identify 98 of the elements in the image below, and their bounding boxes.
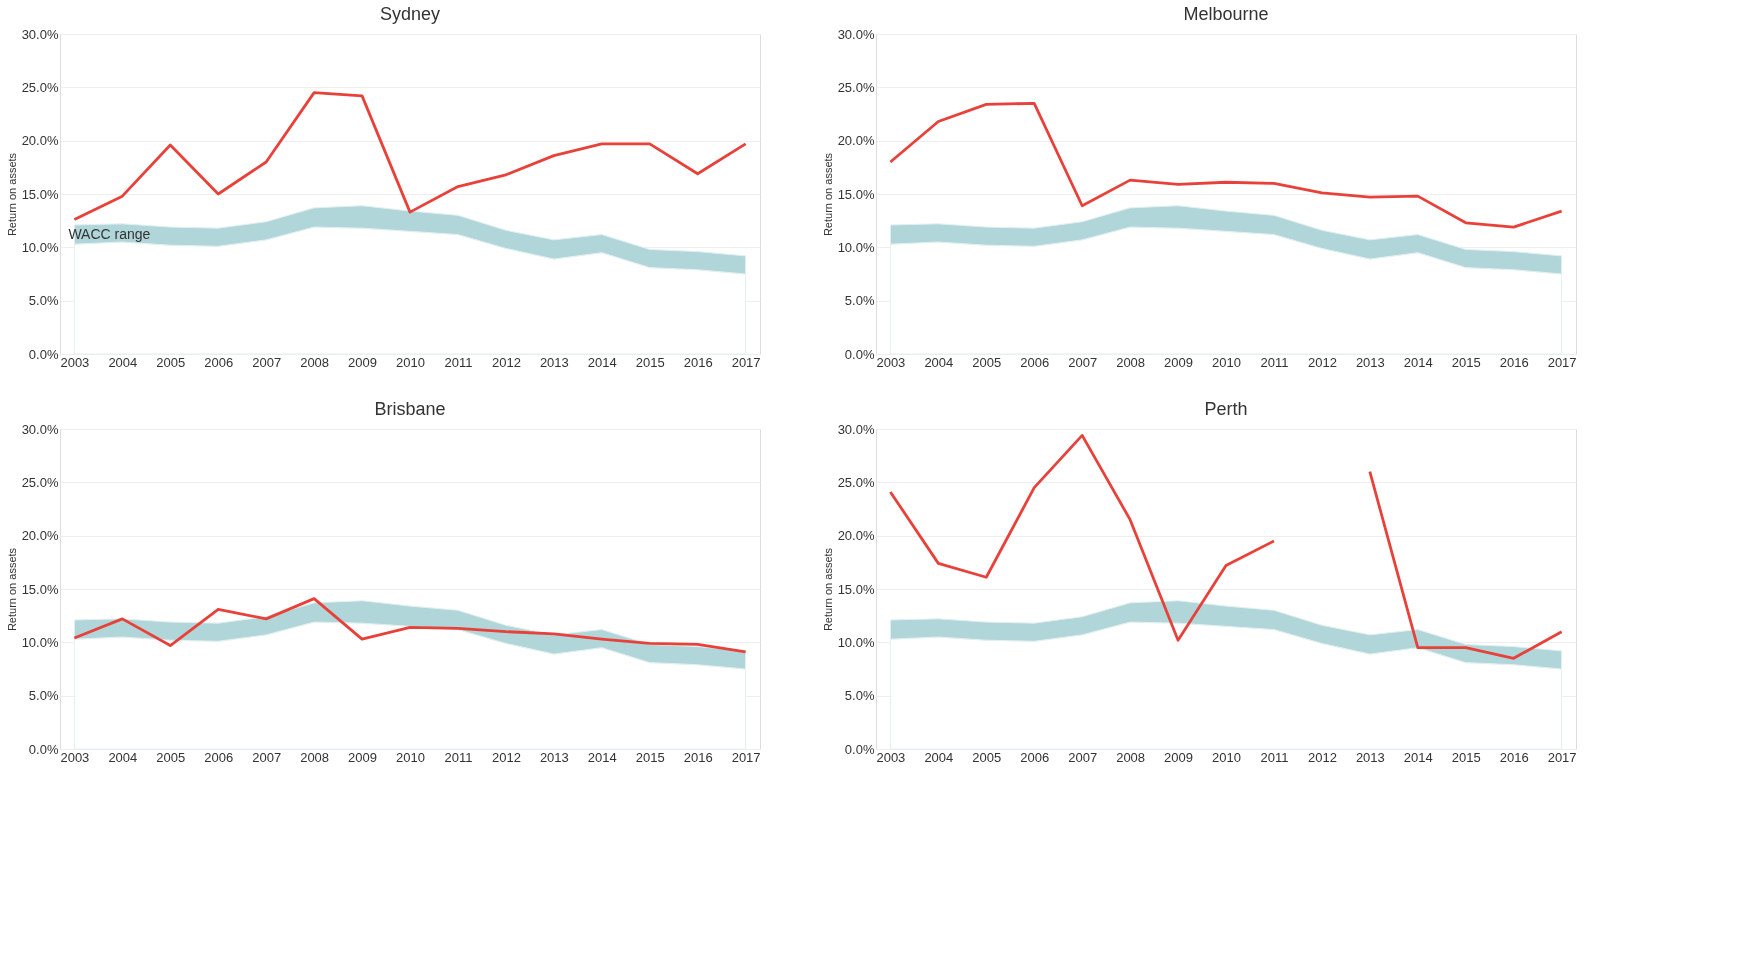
x-tick-label: 2004 (924, 749, 954, 765)
x-tick-label: 2014 (1403, 354, 1433, 370)
chart-title: Brisbane (374, 399, 446, 419)
line-series (888, 101, 1564, 229)
x-tick-label: 2013 (539, 749, 569, 765)
y-tick-label: 30.0% (837, 421, 875, 437)
x-tick-label: 2016 (1499, 354, 1529, 370)
x-tick-label: 2005 (156, 354, 186, 370)
x-tick-label: 2016 (683, 749, 713, 765)
x-tick-label: 2010 (396, 749, 425, 765)
y-tick-label: 0.0% (28, 346, 59, 362)
y-axis-title: Return on assets (5, 152, 18, 237)
x-tick-label: 2017 (731, 749, 761, 765)
x-tick-label: 2013 (1355, 354, 1385, 370)
y-tick-label: 10.0% (21, 239, 59, 255)
x-tick-label: 2008 (300, 354, 330, 370)
y-tick-label: 5.0% (844, 688, 875, 704)
x-tick-label: 2011 (444, 749, 473, 765)
x-tick-label: 2015 (1451, 749, 1481, 765)
x-tick-label: 2015 (635, 749, 665, 765)
x-tick-label: 2007 (252, 354, 282, 370)
y-axis-title: Return on assets (821, 547, 834, 632)
y-tick-label: 20.0% (21, 528, 59, 544)
x-tick-label: 2006 (204, 354, 234, 370)
x-tick-label: 2010 (1212, 749, 1241, 765)
x-tick-label: 2016 (683, 354, 713, 370)
x-tick-label: 2003 (876, 354, 906, 370)
x-tick-label: 2011 (1260, 749, 1289, 765)
y-tick-label: 0.0% (844, 346, 875, 362)
y-tick-label: 10.0% (837, 239, 875, 255)
y-axis-title: Return on assets (821, 152, 834, 237)
x-tick-label: 2011 (444, 354, 473, 370)
x-tick-label: 2015 (635, 354, 665, 370)
x-tick-label: 2012 (491, 354, 521, 370)
y-tick-label: 0.0% (28, 741, 59, 757)
x-tick-label: 2011 (1260, 354, 1289, 370)
line-series (72, 91, 748, 221)
chart-title: Perth (1204, 399, 1248, 419)
x-tick-label: 2009 (1164, 354, 1194, 370)
x-tick-label: 2014 (587, 749, 617, 765)
y-tick-label: 5.0% (28, 688, 59, 704)
y-tick-label: 15.0% (21, 581, 59, 597)
x-tick-label: 2014 (1403, 749, 1433, 765)
x-tick-label: 2005 (972, 749, 1002, 765)
x-tick-label: 2007 (252, 749, 282, 765)
x-tick-label: 2005 (156, 749, 186, 765)
x-tick-label: 2003 (60, 749, 90, 765)
x-tick-label: 2017 (1547, 354, 1577, 370)
x-tick-label: 2016 (1499, 749, 1529, 765)
x-tick-label: 2015 (1451, 354, 1481, 370)
y-tick-label: 25.0% (21, 474, 59, 490)
x-tick-label: 2003 (876, 749, 906, 765)
x-tick-label: 2013 (539, 354, 569, 370)
y-tick-label: 25.0% (837, 474, 875, 490)
x-tick-label: 2017 (1547, 749, 1577, 765)
y-tick-label: 0.0% (844, 741, 875, 757)
x-tick-label: 2013 (1355, 749, 1385, 765)
y-tick-label: 5.0% (28, 293, 59, 309)
x-tick-label: 2009 (348, 354, 378, 370)
y-tick-label: 20.0% (837, 528, 875, 544)
x-tick-label: 2012 (491, 749, 521, 765)
y-tick-label: 15.0% (837, 581, 875, 597)
x-tick-label: 2009 (1164, 749, 1194, 765)
x-tick-label: 2014 (587, 354, 617, 370)
y-tick-label: 25.0% (837, 79, 875, 95)
x-tick-label: 2006 (1020, 749, 1050, 765)
y-tick-label: 20.0% (21, 133, 59, 149)
x-tick-label: 2007 (1068, 354, 1098, 370)
x-tick-label: 2006 (1020, 354, 1050, 370)
x-tick-label: 2005 (972, 354, 1002, 370)
x-tick-label: 2008 (300, 749, 330, 765)
y-tick-label: 25.0% (21, 79, 59, 95)
chart-title: Melbourne (1183, 4, 1269, 24)
x-tick-label: 2008 (1116, 749, 1146, 765)
y-tick-label: 30.0% (21, 421, 59, 437)
x-tick-label: 2007 (1068, 749, 1098, 765)
y-tick-label: 5.0% (844, 293, 875, 309)
x-tick-label: 2008 (1116, 354, 1146, 370)
y-tick-label: 10.0% (837, 634, 875, 650)
x-tick-label: 2009 (348, 749, 378, 765)
x-tick-label: 2003 (60, 354, 90, 370)
y-tick-label: 20.0% (837, 133, 875, 149)
x-tick-label: 2010 (396, 354, 425, 370)
x-tick-label: 2004 (108, 354, 138, 370)
x-tick-label: 2004 (924, 354, 954, 370)
y-tick-label: 15.0% (21, 186, 59, 202)
y-axis-title: Return on assets (5, 547, 18, 632)
chart-title: Sydney (379, 4, 441, 24)
y-tick-label: 15.0% (837, 186, 875, 202)
x-tick-label: 2012 (1307, 749, 1337, 765)
x-tick-label: 2004 (108, 749, 138, 765)
y-tick-label: 30.0% (21, 26, 59, 42)
x-tick-label: 2012 (1307, 354, 1337, 370)
y-tick-label: 30.0% (837, 26, 875, 42)
x-tick-label: 2006 (204, 749, 234, 765)
x-tick-label: 2017 (731, 354, 761, 370)
x-tick-label: 2010 (1212, 354, 1241, 370)
y-tick-label: 10.0% (21, 634, 59, 650)
